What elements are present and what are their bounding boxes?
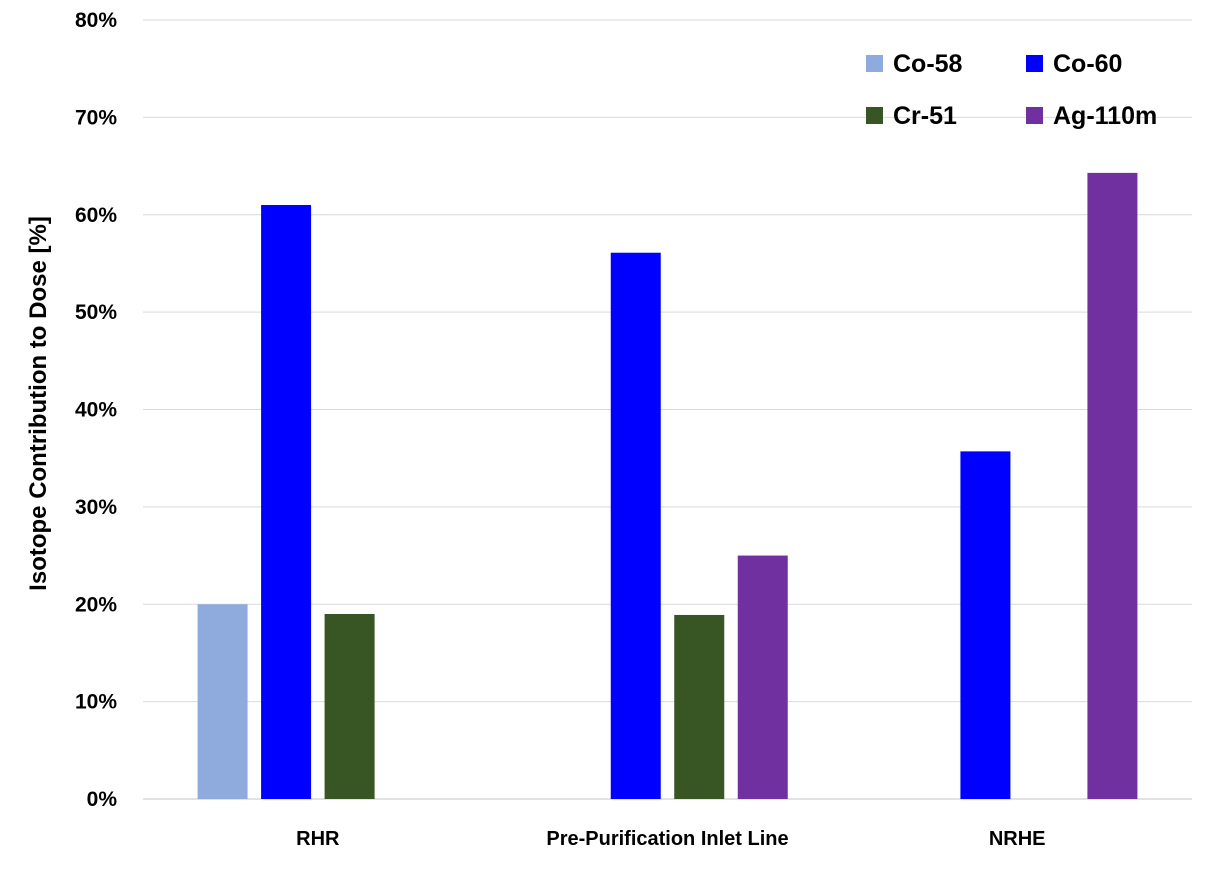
bar-co-60-1 [610, 252, 661, 799]
legend-label-ag-110m: Ag-110m [1053, 102, 1157, 130]
y-tick-label: 30% [75, 496, 117, 519]
y-tick-labels: 0% 10% 20% 30% 40% 50% 60% 70% 80% [75, 9, 117, 811]
legend-swatch-cr-51 [866, 107, 883, 124]
bar-cr-51-0 [324, 613, 375, 799]
bar-ag-110m-2 [1087, 172, 1138, 799]
y-tick-label: 60% [75, 204, 117, 227]
bars [197, 172, 1138, 799]
y-tick-label: 20% [75, 593, 117, 616]
bar-ag-110m-1 [737, 555, 788, 799]
y-tick-label: 50% [75, 301, 117, 324]
y-tick-label: 80% [75, 9, 117, 32]
legend-label-co-60: Co-60 [1053, 50, 1122, 78]
x-category-label: NRHE [989, 828, 1046, 850]
bar-co-60-2 [960, 451, 1011, 799]
legend: Co-58 Co-60 Cr-51 Ag-110m [866, 50, 1157, 130]
legend-label-co-58: Co-58 [893, 50, 963, 78]
y-tick-label: 70% [75, 106, 117, 129]
y-axis-title: Isotope Contribution to Dose [%] [25, 216, 52, 591]
legend-swatch-co-60 [1026, 55, 1043, 72]
legend-swatch-ag-110m [1026, 107, 1043, 124]
bar-cr-51-1 [674, 614, 725, 799]
x-category-labels: RHR Pre-Purification Inlet Line NRHE [296, 828, 1045, 850]
grid-layer [143, 19, 1192, 800]
x-category-label: Pre-Purification Inlet Line [546, 828, 788, 850]
y-tick-label: 0% [87, 788, 118, 811]
y-tick-label: 40% [75, 399, 117, 422]
bar-co-60-0 [261, 205, 312, 799]
legend-label-cr-51: Cr-51 [893, 102, 957, 130]
legend-swatch-co-58 [866, 55, 883, 72]
y-tick-label: 10% [75, 691, 117, 714]
bar-co-58-0 [197, 604, 248, 799]
x-category-label: RHR [296, 828, 340, 850]
